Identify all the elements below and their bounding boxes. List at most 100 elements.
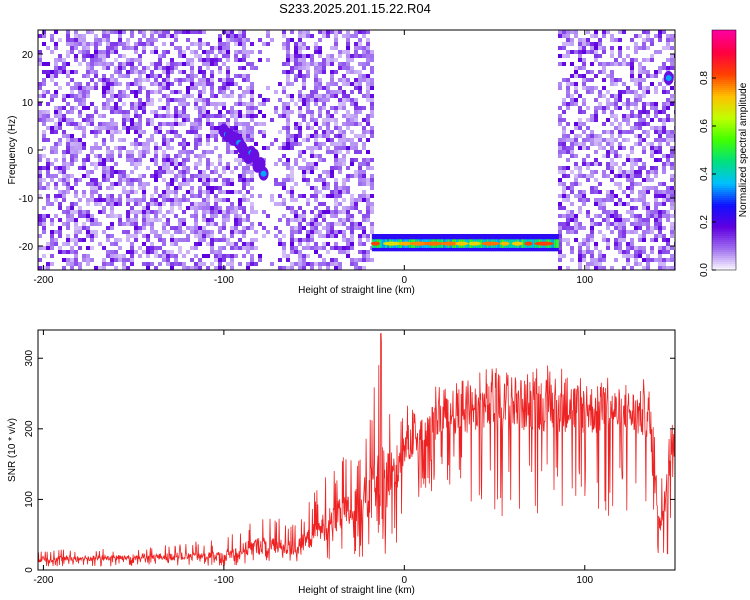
- heatmap-cell: [302, 30, 306, 34]
- heatmap-cell: [190, 74, 194, 78]
- heatmap-cell: [38, 246, 42, 250]
- heatmap-cell: [650, 178, 654, 182]
- heatmap-cell: [54, 230, 58, 234]
- heatmap-cell: [654, 222, 658, 226]
- heatmap-cell: [270, 118, 274, 122]
- heatmap-cell: [326, 206, 330, 210]
- heatmap-cell: [166, 78, 170, 82]
- heatmap-cell: [614, 258, 618, 262]
- heatmap-cell: [166, 102, 170, 106]
- heatmap-cell: [162, 238, 166, 242]
- heatmap-cell: [70, 266, 74, 270]
- heatmap-cell: [182, 238, 186, 242]
- heatmap-cell: [326, 146, 330, 150]
- heatmap-cell: [298, 70, 302, 74]
- heatmap-cell: [82, 146, 86, 150]
- heatmap-cell: [354, 106, 358, 110]
- colorbar-segment: [712, 82, 736, 85]
- heatmap-cell: [110, 182, 114, 186]
- heatmap-cell: [282, 234, 286, 238]
- x-tick-label: -200: [33, 575, 53, 586]
- heatmap-cell: [594, 170, 598, 174]
- colorbar-segment: [712, 236, 736, 239]
- heatmap-cell: [282, 114, 286, 118]
- heatmap-cell: [286, 218, 290, 222]
- heatmap-cell: [298, 90, 302, 94]
- heatmap-cell: [54, 242, 58, 246]
- heatmap-cell: [646, 46, 650, 50]
- heatmap-cell: [190, 126, 194, 130]
- heatmap-cell: [118, 238, 122, 242]
- heatmap-cell: [86, 210, 90, 214]
- heatmap-cell: [42, 218, 46, 222]
- heatmap-cell: [198, 118, 202, 122]
- heatmap-cell: [318, 70, 322, 74]
- heatmap-cell: [230, 234, 234, 238]
- colorbar-segment: [712, 134, 736, 137]
- heatmap-cell: [650, 42, 654, 46]
- heatmap-cell: [186, 62, 190, 66]
- heatmap-cell: [290, 218, 294, 222]
- heatmap-cell: [134, 146, 138, 150]
- heatmap-cell: [242, 174, 246, 178]
- heatmap-cell: [642, 230, 646, 234]
- heatmap-cell: [150, 226, 154, 230]
- heatmap-cell: [658, 34, 662, 38]
- heatmap-cell: [146, 118, 150, 122]
- heatmap-cell: [174, 198, 178, 202]
- heatmap-cell: [50, 202, 54, 206]
- heatmap-cell: [126, 258, 130, 262]
- heatmap-cell: [326, 122, 330, 126]
- heatmap-cell: [230, 90, 234, 94]
- heatmap-cell: [670, 146, 674, 150]
- heatmap-cell: [234, 50, 238, 54]
- heatmap-cell: [314, 166, 318, 170]
- colorbar-segment: [712, 118, 736, 121]
- colorbar-segment: [712, 194, 736, 197]
- heatmap-cell: [282, 90, 286, 94]
- heatmap-cell: [146, 182, 150, 186]
- heatmap-cell: [350, 98, 354, 102]
- heatmap-cell: [158, 246, 162, 250]
- heatmap-cell: [166, 190, 170, 194]
- heatmap-cell: [42, 62, 46, 66]
- colorbar-segment: [712, 130, 736, 133]
- heatmap-cell: [182, 146, 186, 150]
- heatmap-cell: [170, 210, 174, 214]
- heatmap-cell: [182, 198, 186, 202]
- heatmap-cell: [286, 206, 290, 210]
- heatmap-cell: [154, 186, 158, 190]
- heatmap-cell: [618, 186, 622, 190]
- heatmap-cell: [226, 74, 230, 78]
- heatmap-cell: [142, 102, 146, 106]
- heatmap-cell: [562, 194, 566, 198]
- heatmap-cell: [250, 114, 254, 118]
- heatmap-cell: [146, 254, 150, 258]
- heatmap-cell: [134, 130, 138, 134]
- heatmap-cell: [118, 202, 122, 206]
- heatmap-cell: [338, 194, 342, 198]
- heatmap-cell: [290, 54, 294, 58]
- heatmap-cell: [246, 78, 250, 82]
- heatmap-cell: [626, 254, 630, 258]
- heatmap-cell: [658, 214, 662, 218]
- heatmap-cell: [150, 198, 154, 202]
- heatmap-cell: [98, 114, 102, 118]
- heatmap-cell: [182, 102, 186, 106]
- heatmap-cell: [150, 62, 154, 66]
- heatmap-cell: [130, 46, 134, 50]
- heatmap-cell: [610, 46, 614, 50]
- heatmap-cell: [642, 266, 646, 270]
- heatmap-cell: [214, 134, 218, 138]
- heatmap-cell: [618, 246, 622, 250]
- heatmap-cell: [602, 234, 606, 238]
- heatmap-cell: [74, 226, 78, 230]
- heatmap-cell: [66, 70, 70, 74]
- heatmap-cell: [94, 222, 98, 226]
- heatmap-cell: [130, 90, 134, 94]
- heatmap-cell: [570, 170, 574, 174]
- heatmap-cell: [290, 166, 294, 170]
- heatmap-cell: [202, 102, 206, 106]
- heatmap-cell: [598, 258, 602, 262]
- heatmap-cell: [162, 70, 166, 74]
